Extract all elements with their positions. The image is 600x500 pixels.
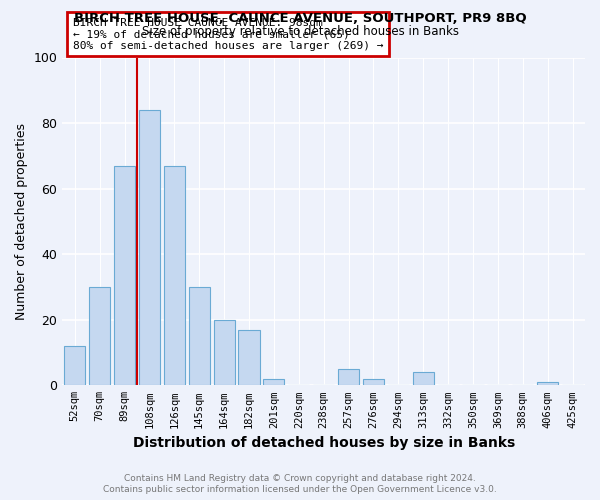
Bar: [238, 330, 260, 386]
Bar: [139, 110, 160, 386]
Bar: [263, 378, 284, 386]
Text: BIRCH TREE HOUSE, CAUNCE AVENUE, SOUTHPORT, PR9 8BQ: BIRCH TREE HOUSE, CAUNCE AVENUE, SOUTHPO…: [74, 12, 526, 26]
Text: Contains HM Land Registry data © Crown copyright and database right 2024.
Contai: Contains HM Land Registry data © Crown c…: [103, 474, 497, 494]
Bar: [363, 378, 384, 386]
Bar: [164, 166, 185, 386]
Bar: [64, 346, 85, 386]
Bar: [413, 372, 434, 386]
Bar: [214, 320, 235, 386]
Bar: [114, 166, 135, 386]
Text: BIRCH TREE HOUSE CAUNCE AVENUE: 98sqm
← 19% of detached houses are smaller (65)
: BIRCH TREE HOUSE CAUNCE AVENUE: 98sqm ← …: [73, 18, 383, 51]
Bar: [188, 287, 210, 386]
Bar: [89, 287, 110, 386]
X-axis label: Distribution of detached houses by size in Banks: Distribution of detached houses by size …: [133, 436, 515, 450]
Y-axis label: Number of detached properties: Number of detached properties: [15, 123, 28, 320]
Bar: [338, 369, 359, 386]
Bar: [537, 382, 558, 386]
Text: Size of property relative to detached houses in Banks: Size of property relative to detached ho…: [142, 25, 458, 38]
